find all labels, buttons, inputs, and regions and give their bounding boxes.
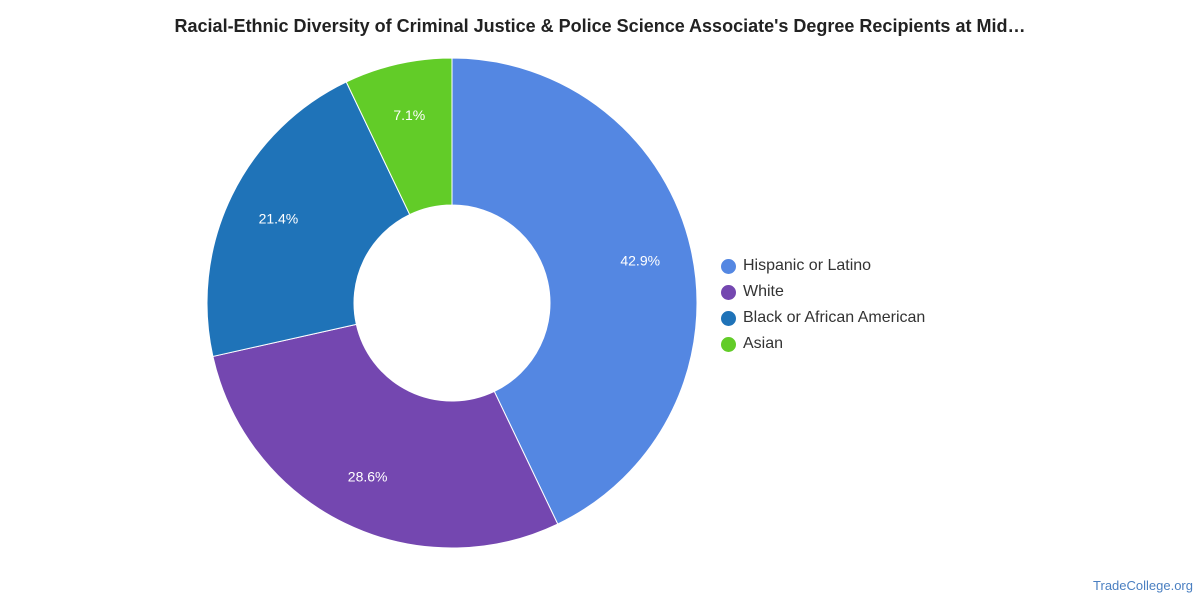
- chart-legend: Hispanic or Latino White Black or African …: [721, 253, 925, 357]
- data-label-asian: 7.1%: [393, 107, 425, 123]
- legend-swatch: [721, 258, 736, 274]
- slice-hispanic-or-latino[interactable]: [451, 57, 698, 525]
- legend-label: White: [743, 283, 784, 300]
- data-label-black-or-african-american: 21.4%: [259, 211, 299, 227]
- legend-item-white[interactable]: White: [721, 279, 925, 305]
- legend-swatch: [721, 310, 736, 326]
- legend-swatch: [721, 336, 736, 352]
- legend-label: Asian: [743, 335, 784, 352]
- data-label-hispanic-or-latino: 42.9%: [620, 252, 660, 268]
- slice-asian[interactable]: [345, 57, 453, 216]
- slice-black-or-african-american[interactable]: [206, 81, 411, 358]
- legend-item-black-or-african-american[interactable]: Black or African American: [721, 305, 925, 331]
- source-link[interactable]: TradeCollege.org: [1093, 578, 1193, 593]
- legend-swatch: [721, 284, 736, 300]
- slice-white[interactable]: [212, 323, 559, 549]
- chart-title: Racial-Ethnic Diversity of Criminal Just…: [174, 16, 1026, 36]
- legend-label: Black or African American: [743, 309, 926, 326]
- legend-item-asian[interactable]: Asian: [721, 331, 925, 357]
- data-label-white: 28.6%: [348, 469, 388, 485]
- legend-label: Hispanic or Latino: [743, 257, 872, 274]
- legend-item-hispanic-or-latino[interactable]: Hispanic or Latino: [721, 253, 925, 279]
